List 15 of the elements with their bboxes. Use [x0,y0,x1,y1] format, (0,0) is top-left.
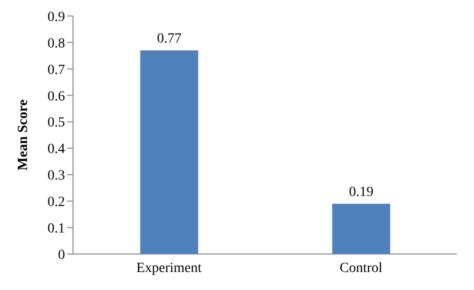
y-axis-title: Mean Score [16,100,31,170]
x-tick-label: Experiment [136,260,202,276]
y-tick-label: 0.4 [48,142,65,158]
data-label: 0.19 [348,184,374,200]
y-tick-label: 0.2 [48,195,65,210]
y-tick-label: 0.1 [48,222,65,237]
y-tick-label: 0.7 [48,62,65,78]
y-tick-label: 0.6 [48,89,65,104]
y-tick-label: 0 [58,248,65,263]
y-tick-label: 0.5 [48,116,65,131]
y-tick-label: 0.3 [48,168,65,184]
y-tick-label: 0.8 [48,36,65,52]
x-tick-label: Control [340,260,382,276]
y-tick-label: 0.9 [48,10,65,25]
data-label: 0.77 [156,31,182,46]
